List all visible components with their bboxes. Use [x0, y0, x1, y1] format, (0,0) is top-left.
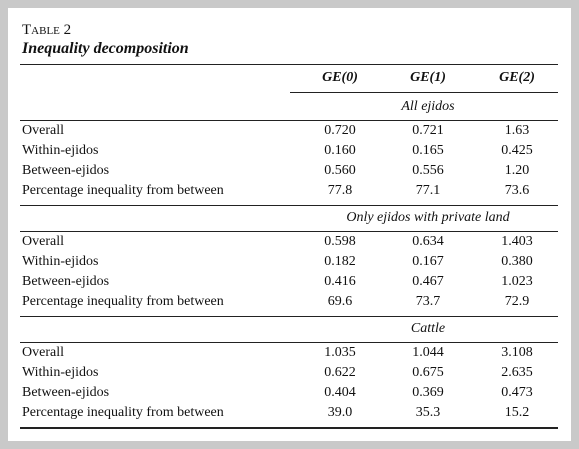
column-header: GE(2): [499, 70, 535, 85]
section-header: All ejidos: [401, 99, 455, 114]
row-label: Percentage inequality from between: [22, 183, 224, 198]
cell-value: 39.0: [327, 405, 353, 420]
cell-value: 0.167: [412, 254, 444, 269]
cell-value: 0.182: [324, 254, 356, 269]
cell-value: 77.1: [415, 183, 441, 198]
cell-value: 15.2: [504, 405, 530, 420]
cell-value: 2.635: [501, 365, 533, 380]
cell-value: 73.6: [504, 183, 530, 198]
table-caption: Inequality decomposition: [22, 40, 189, 57]
cell-value: 0.675: [412, 365, 444, 380]
cell-value: 0.165: [412, 143, 444, 158]
cell-value: 0.598: [324, 234, 356, 249]
cell-value: 0.721: [412, 123, 444, 138]
cell-value: 0.160: [324, 143, 356, 158]
cell-value: 0.720: [324, 123, 356, 138]
cell-value: 0.416: [324, 274, 356, 289]
table-document: Table 2 Inequality decomposition GE(0) GE…: [8, 8, 571, 441]
rule: [20, 120, 558, 121]
section-header: Cattle: [410, 321, 446, 336]
cell-value: 1.20: [504, 163, 530, 178]
cell-value: 0.467: [412, 274, 444, 289]
row-label: Percentage inequality from between: [22, 294, 224, 309]
cell-value: 0.369: [412, 385, 444, 400]
column-header: GE(0): [322, 70, 358, 85]
rule: [20, 231, 558, 232]
cell-value: 1.63: [504, 123, 530, 138]
cell-value: 0.622: [324, 365, 356, 380]
row-label: Percentage inequality from between: [22, 405, 224, 420]
row-label: Overall: [22, 123, 64, 138]
cell-value: 35.3: [415, 405, 441, 420]
rule: [20, 342, 558, 343]
row-label: Between-ejidos: [22, 163, 110, 178]
cell-value: 77.8: [327, 183, 353, 198]
cell-value: 0.634: [412, 234, 444, 249]
row-label: Within-ejidos: [22, 143, 99, 158]
cell-value: 1.403: [501, 234, 533, 249]
section-header: Only ejidos with private land: [346, 210, 510, 225]
rule: [20, 316, 558, 317]
row-label: Overall: [22, 345, 64, 360]
cell-value: 72.9: [504, 294, 530, 309]
cell-value: 1.023: [501, 274, 533, 289]
top-rule: [20, 64, 558, 65]
cell-value: 1.044: [412, 345, 444, 360]
cell-value: 0.560: [324, 163, 356, 178]
rule: [20, 427, 558, 429]
cell-value: 0.380: [501, 254, 533, 269]
column-header: GE(1): [410, 70, 446, 85]
row-label: Within-ejidos: [22, 254, 99, 269]
rule: [20, 205, 558, 206]
cell-value: 0.556: [412, 163, 444, 178]
cell-value: 0.425: [501, 143, 533, 158]
row-label: Within-ejidos: [22, 365, 99, 380]
cell-value: 3.108: [501, 345, 533, 360]
cell-value: 0.404: [324, 385, 356, 400]
cell-value: 0.473: [501, 385, 533, 400]
row-label: Between-ejidos: [22, 274, 110, 289]
row-label: Overall: [22, 234, 64, 249]
cell-value: 73.7: [415, 294, 441, 309]
table-label: Table 2: [22, 22, 72, 38]
row-label: Between-ejidos: [22, 385, 110, 400]
rule: [290, 92, 558, 93]
cell-value: 69.6: [327, 294, 353, 309]
cell-value: 1.035: [324, 345, 356, 360]
